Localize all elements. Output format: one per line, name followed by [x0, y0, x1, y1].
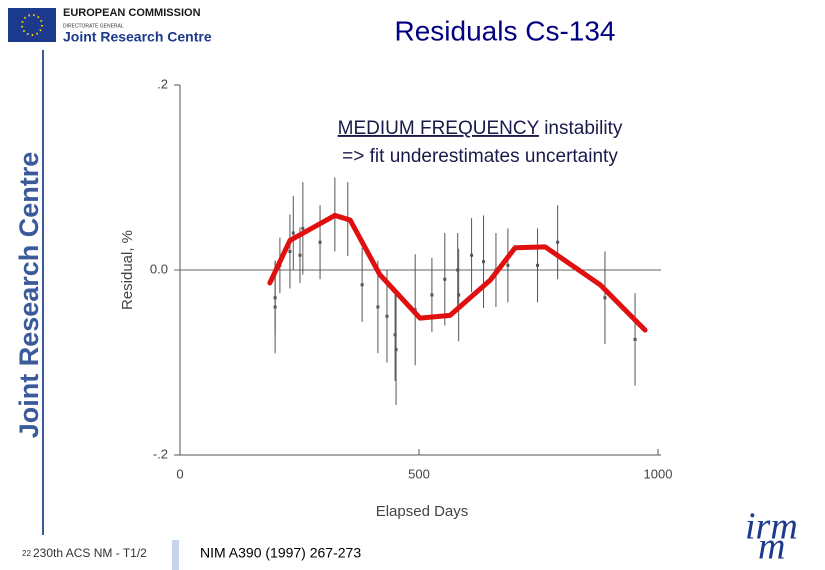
side-title: Joint Research Centre: [14, 152, 44, 439]
data-point: [385, 314, 389, 318]
annotation-line2: => fit underestimates uncertainty: [342, 146, 618, 167]
data-point: [318, 240, 322, 244]
data-point: [456, 268, 460, 272]
data-point: [301, 226, 305, 230]
y-tick-label: -.2: [153, 446, 168, 461]
data-point: [443, 277, 447, 281]
data-point: [457, 293, 461, 297]
data-point: [291, 231, 295, 235]
data-point: [394, 348, 398, 352]
dg: DIRECTORATE GENERAL: [63, 23, 124, 29]
data-point: [393, 333, 397, 337]
data-point: [603, 296, 607, 300]
data-point: [376, 305, 380, 309]
annotation-rest: instability: [544, 118, 623, 139]
page-number: 22: [22, 549, 31, 558]
data-point: [536, 263, 540, 267]
y-axis-label: Residual, %: [119, 230, 136, 310]
reference: NIM A390 (1997) 267-273: [200, 545, 361, 561]
logo-bottom: m: [758, 526, 785, 568]
data-point: [430, 293, 434, 297]
slide-title: Residuals Cs-134: [395, 15, 616, 46]
y-tick-label: .2: [157, 76, 168, 91]
data-point: [482, 260, 486, 264]
data-point: [470, 253, 474, 257]
x-tick-label: 500: [408, 466, 430, 481]
data-point: [506, 263, 510, 267]
data-point: [360, 283, 364, 287]
data-point: [288, 250, 292, 253]
org: EUROPEAN COMMISSION: [63, 7, 201, 19]
data-point: [556, 240, 560, 244]
x-axis-label: Elapsed Days: [376, 503, 469, 520]
data-point: [298, 253, 302, 257]
data-point: [273, 305, 277, 309]
eu-stars: [21, 14, 43, 36]
annotation-underlined: MEDIUM FREQUENCY: [338, 118, 540, 139]
logo-top: irm: [745, 506, 798, 548]
data-point: [633, 337, 637, 341]
x-tick-label: 1000: [644, 466, 673, 481]
unit: Joint Research Centre: [63, 29, 212, 45]
fit-curve: [267, 212, 648, 333]
eu-flag: [8, 8, 56, 42]
x-tick-label: 0: [176, 466, 183, 481]
event: 230th ACS NM - T1/2: [33, 546, 147, 560]
y-tick-label: 0.0: [150, 261, 168, 276]
footer-bar: [172, 540, 179, 570]
annotation: MEDIUM FREQUENCY instability: [338, 118, 623, 139]
